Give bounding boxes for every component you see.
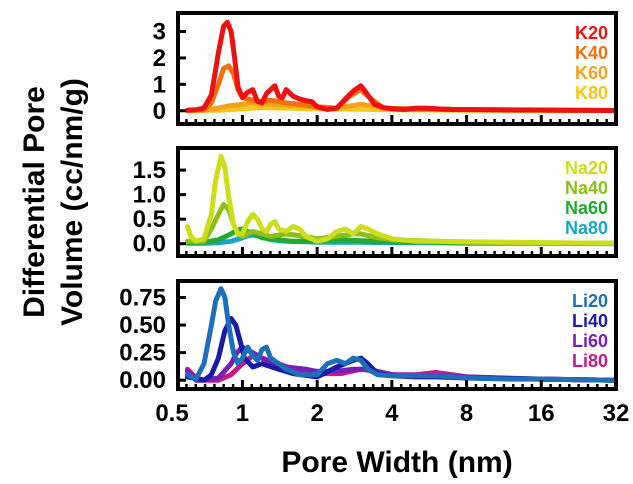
legend-label-k40: K40 (575, 43, 608, 63)
series-line-li20 (184, 286, 616, 383)
y-tick-label: 0 (153, 98, 166, 125)
y-tick-label: 1.5 (133, 157, 166, 184)
y-tick-label: 1 (153, 71, 166, 98)
y-tick-label: 0.75 (119, 285, 166, 312)
x-tick-label: 16 (528, 400, 555, 427)
panel-frame (176, 146, 618, 258)
y-axis-title-line-2: Volume (cc/nm/g) (56, 78, 89, 326)
series-line-na20 (184, 153, 616, 246)
x-tick-label: 8 (460, 400, 473, 427)
legend-label-k80: K80 (575, 83, 608, 103)
legend-label-na20: Na20 (565, 158, 608, 178)
series-line-k20 (184, 19, 616, 113)
y-tick-label: 1.0 (133, 182, 166, 209)
legend-label-k60: K60 (575, 63, 608, 83)
legend-label-na60: Na60 (565, 198, 608, 218)
x-tick-label: 1 (236, 400, 249, 427)
series-group (184, 153, 616, 247)
legend-label-li60: Li60 (572, 331, 608, 351)
legend-label-li40: Li40 (572, 311, 608, 331)
y-axis-title-line-1: Differential Pore (18, 86, 51, 318)
legend-label-na80: Na80 (565, 218, 608, 238)
y-tick-label: 0.50 (119, 312, 166, 339)
y-tick-label: 0.25 (119, 340, 166, 367)
x-tick-label: 4 (385, 400, 399, 427)
x-tick-label: 2 (310, 400, 323, 427)
y-tick-label: 0.0 (133, 231, 166, 258)
panel-frame (176, 279, 618, 391)
legend-label-li80: Li80 (572, 351, 608, 371)
y-tick-label: 3 (153, 19, 166, 46)
panel-frame (176, 11, 618, 126)
x-axis: 0.5 1 2 4 8 16 32 (155, 400, 629, 427)
y-tick-label: 0.00 (119, 367, 166, 394)
series-group (184, 19, 616, 113)
legend-label-k20: K20 (575, 23, 608, 43)
y-tick-label: 0.5 (133, 206, 166, 233)
x-tick-label: 32 (603, 400, 630, 427)
x-axis-title: Pore Width (nm) (281, 446, 512, 479)
legend-label-li20: Li20 (572, 291, 608, 311)
legend-label-na40: Na40 (565, 178, 608, 198)
y-tick-label: 2 (153, 45, 166, 72)
series-group (184, 286, 616, 383)
x-tick-label: 0.5 (155, 400, 188, 427)
